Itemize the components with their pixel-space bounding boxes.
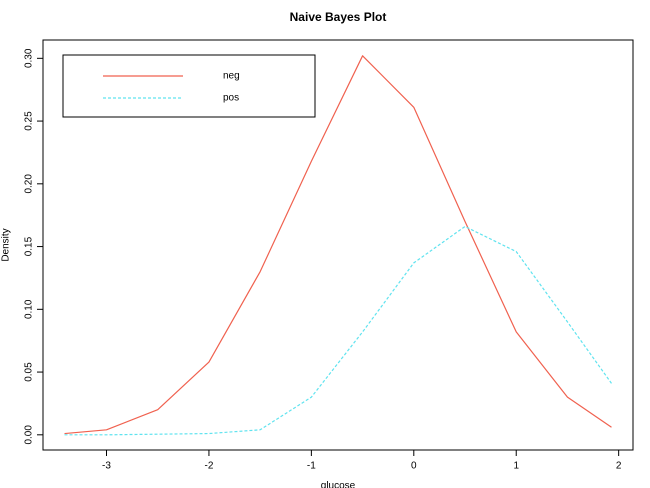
- x-tick-label: 0: [411, 461, 417, 472]
- y-tick-label: 0.15: [24, 236, 35, 256]
- x-axis-label: glucose: [321, 481, 356, 488]
- y-tick-label: 0.20: [24, 174, 35, 194]
- x-tick-label: 1: [513, 461, 519, 472]
- chart-title: Naive Bayes Plot: [290, 10, 387, 24]
- y-tick-label: 0.05: [24, 362, 35, 382]
- legend-box: [62, 54, 316, 118]
- x-tick-label: -1: [307, 461, 316, 472]
- x-tick-label: -3: [102, 461, 111, 472]
- x-tick-label: -2: [204, 461, 213, 472]
- y-tick-label: 0.10: [24, 299, 35, 319]
- y-tick-label: 0.00: [24, 425, 35, 445]
- legend-label: neg: [223, 71, 240, 82]
- legend-label: pos: [223, 93, 239, 104]
- data-line: [64, 55, 612, 435]
- y-tick-label: 0.30: [24, 48, 35, 68]
- x-tick-label: 2: [616, 461, 622, 472]
- y-tick-label: 0.25: [24, 111, 35, 131]
- plot-frame: [42, 39, 634, 451]
- data-line: [64, 225, 612, 436]
- y-axis-label: Density: [1, 228, 12, 261]
